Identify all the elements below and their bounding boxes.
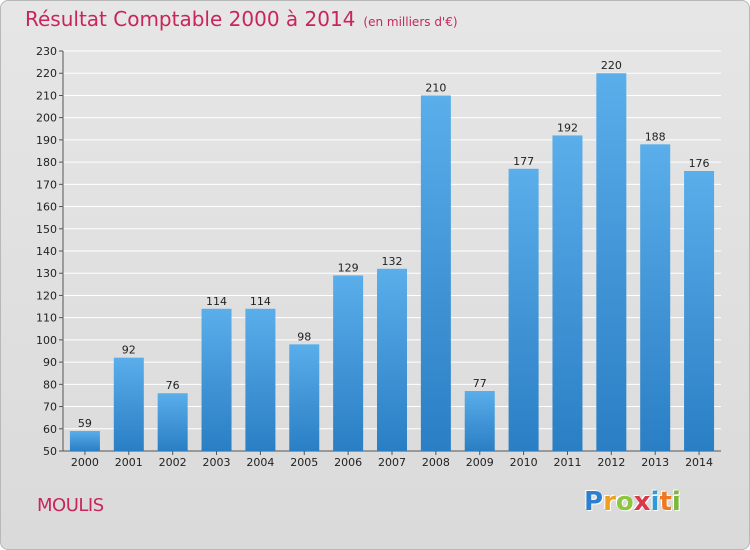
bar-2007 [377,268,407,451]
y-tick-label: 80 [43,378,57,391]
logo-letter: x [633,487,651,517]
y-tick-label: 150 [36,223,57,236]
x-tick-label-2008: 2008 [422,456,450,469]
commune-name: MOULIS [37,495,104,516]
bars [69,73,715,452]
x-tick-label-2011: 2011 [553,456,581,469]
y-tick-label: 210 [36,89,57,102]
x-tick-label-2012: 2012 [597,456,625,469]
title-text: Résultat Comptable 2000 à 2014 [25,7,356,31]
x-tick-label-2009: 2009 [466,456,494,469]
y-tick-label: 190 [36,134,57,147]
y-tick-label: 170 [36,178,57,191]
x-tick-label-2004: 2004 [246,456,274,469]
x-tick-label-2003: 2003 [203,456,231,469]
bar-2011 [552,135,583,451]
bar-2000 [69,431,100,451]
chart-title: Résultat Comptable 2000 à 2014 (en millie… [25,7,458,31]
x-tick-label-2000: 2000 [71,456,99,469]
bar-2001 [113,357,144,451]
logo-letter: i [650,487,660,517]
y-tick-label: 100 [36,334,57,347]
axes: 50 60 70 80 90 100 110 120 130 140 150 160 170 180 190… [36,45,721,458]
logo-letter: P [584,487,604,517]
data-label-2013: 188 [645,130,666,143]
bar-2012 [596,73,627,451]
y-tick-label: 120 [36,289,57,302]
bar-2004 [245,308,276,451]
x-tick-label-2001: 2001 [115,456,143,469]
logo-letter: r [603,487,616,517]
x-tick-label-2002: 2002 [159,456,187,469]
data-label-2011: 192 [557,121,578,134]
y-tick-label: 110 [36,312,57,325]
x-tick-label-2006: 2006 [334,456,362,469]
labels: 59 2000 92 2001 76 2002 114 2003 114 2004 98 2005 12… [71,59,713,469]
data-label-2010: 177 [513,155,534,168]
y-tick-label: 130 [36,267,57,280]
x-tick-label-2013: 2013 [641,456,669,469]
data-label-2008: 210 [425,81,446,94]
data-label-2003: 114 [206,295,227,308]
data-label-2014: 176 [689,157,710,170]
bar-2008 [420,95,451,451]
y-tick-label: 50 [43,445,57,458]
y-tick-label: 70 [43,401,57,414]
y-tick-label: 200 [36,112,57,125]
data-label-2012: 220 [601,59,622,72]
bar-2014 [684,171,715,451]
x-tick-label-2005: 2005 [290,456,318,469]
bar-2003 [201,308,232,451]
data-label-2002: 76 [166,379,180,392]
data-label-2005: 98 [297,330,311,343]
bar-2002 [157,393,188,451]
y-tick-label: 140 [36,245,57,258]
data-label-2006: 129 [338,261,359,274]
y-tick-label: 160 [36,201,57,214]
data-label-2000: 59 [78,417,92,430]
bar-2006 [333,275,364,451]
data-label-2007: 132 [382,255,403,268]
y-tick-label: 60 [43,423,57,436]
x-tick-label-2014: 2014 [685,456,713,469]
bar-2009 [464,391,495,451]
x-tick-label-2007: 2007 [378,456,406,469]
logo-letter: o [615,487,634,517]
logo-letter: t [659,487,672,517]
bar-2005 [289,344,320,451]
logo-letter: i [671,487,681,517]
y-tick-label: 230 [36,45,57,58]
y-tick-label: 90 [43,356,57,369]
bar-2010 [508,168,539,451]
proxiti-logo: Proxiti [584,487,681,517]
data-label-2004: 114 [250,295,271,308]
y-tick-label: 220 [36,67,57,80]
data-label-2009: 77 [473,377,487,390]
data-label-2001: 92 [122,344,136,357]
x-tick-label-2010: 2010 [510,456,538,469]
bar-2013 [640,144,671,452]
subtitle-text: (en milliers d'€) [363,15,458,29]
y-tick-label: 180 [36,156,57,169]
